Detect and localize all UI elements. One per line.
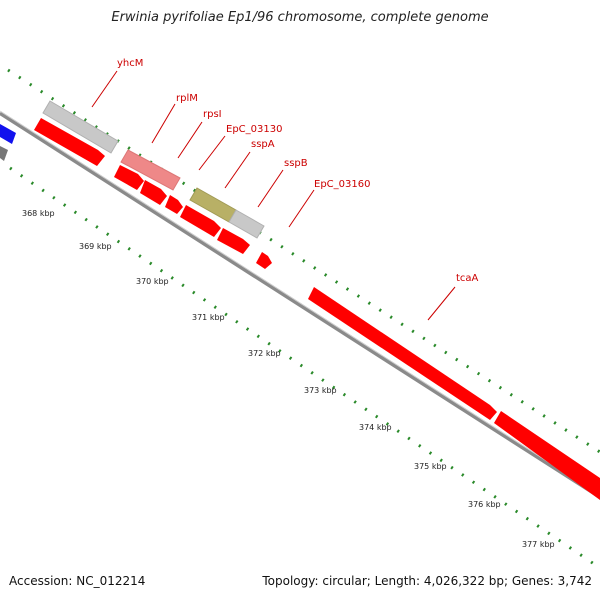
tick-label-375: 375 kbp — [414, 462, 447, 471]
gene-label-sspA[interactable]: sspA — [251, 139, 275, 150]
cds-sspB[interactable] — [217, 228, 250, 254]
accession-text: Accession: NC_012214 — [9, 574, 146, 588]
gene-yhcM-feature[interactable] — [42, 100, 119, 154]
gene-label-rpsI[interactable]: rpsI — [203, 109, 222, 120]
tick-label-371: 371 kbp — [192, 313, 225, 322]
gene-label-EpC_03130[interactable]: EpC_03130 — [226, 124, 282, 135]
tick-label-372: 372 kbp — [248, 349, 281, 358]
cds-tcaA[interactable] — [308, 287, 497, 420]
page-title: Erwinia pyrifoliae Ep1/96 chromosome, co… — [111, 10, 489, 25]
gene-label-sspB[interactable]: sspB — [284, 158, 308, 169]
tick-label-374: 374 kbp — [359, 423, 392, 432]
inner-guide-dots — [9, 166, 600, 570]
gene-sspA-feature[interactable] — [189, 187, 265, 239]
cds-sspA[interactable] — [180, 205, 221, 237]
partial-blue-gene[interactable] — [0, 124, 16, 144]
tick-label-368: 368 kbp — [22, 209, 55, 218]
gene-label-rplM[interactable]: rplM — [176, 93, 198, 104]
gene-label-EpC_03160[interactable]: EpC_03160 — [314, 179, 370, 190]
chromosome-backbone — [0, 110, 600, 499]
partial-grey-gene[interactable] — [0, 146, 8, 161]
cds-yhcM[interactable] — [34, 118, 105, 166]
tick-label-370: 370 kbp — [136, 277, 169, 286]
cds-EpC_03160[interactable] — [256, 252, 272, 269]
cds-rpsI[interactable] — [140, 180, 167, 205]
cds-EpC_03130[interactable] — [165, 195, 183, 214]
label-leaders — [91, 70, 456, 321]
outer-guide-dots — [7, 68, 600, 454]
tick-label-376: 376 kbp — [468, 500, 501, 509]
cds-downstream[interactable] — [494, 411, 600, 500]
tick-label-369: 369 kbp — [79, 242, 112, 251]
tick-label-373: 373 kbp — [304, 386, 337, 395]
genome-summary-text: Topology: circular; Length: 4,026,322 bp… — [262, 574, 592, 588]
gene-rplM-feature[interactable] — [120, 149, 181, 191]
tick-label-377: 377 kbp — [522, 540, 555, 549]
gene-label-yhcM[interactable]: yhcM — [117, 58, 143, 69]
gene-label-tcaA[interactable]: tcaA — [456, 273, 479, 284]
cds-rplM[interactable] — [114, 165, 144, 190]
